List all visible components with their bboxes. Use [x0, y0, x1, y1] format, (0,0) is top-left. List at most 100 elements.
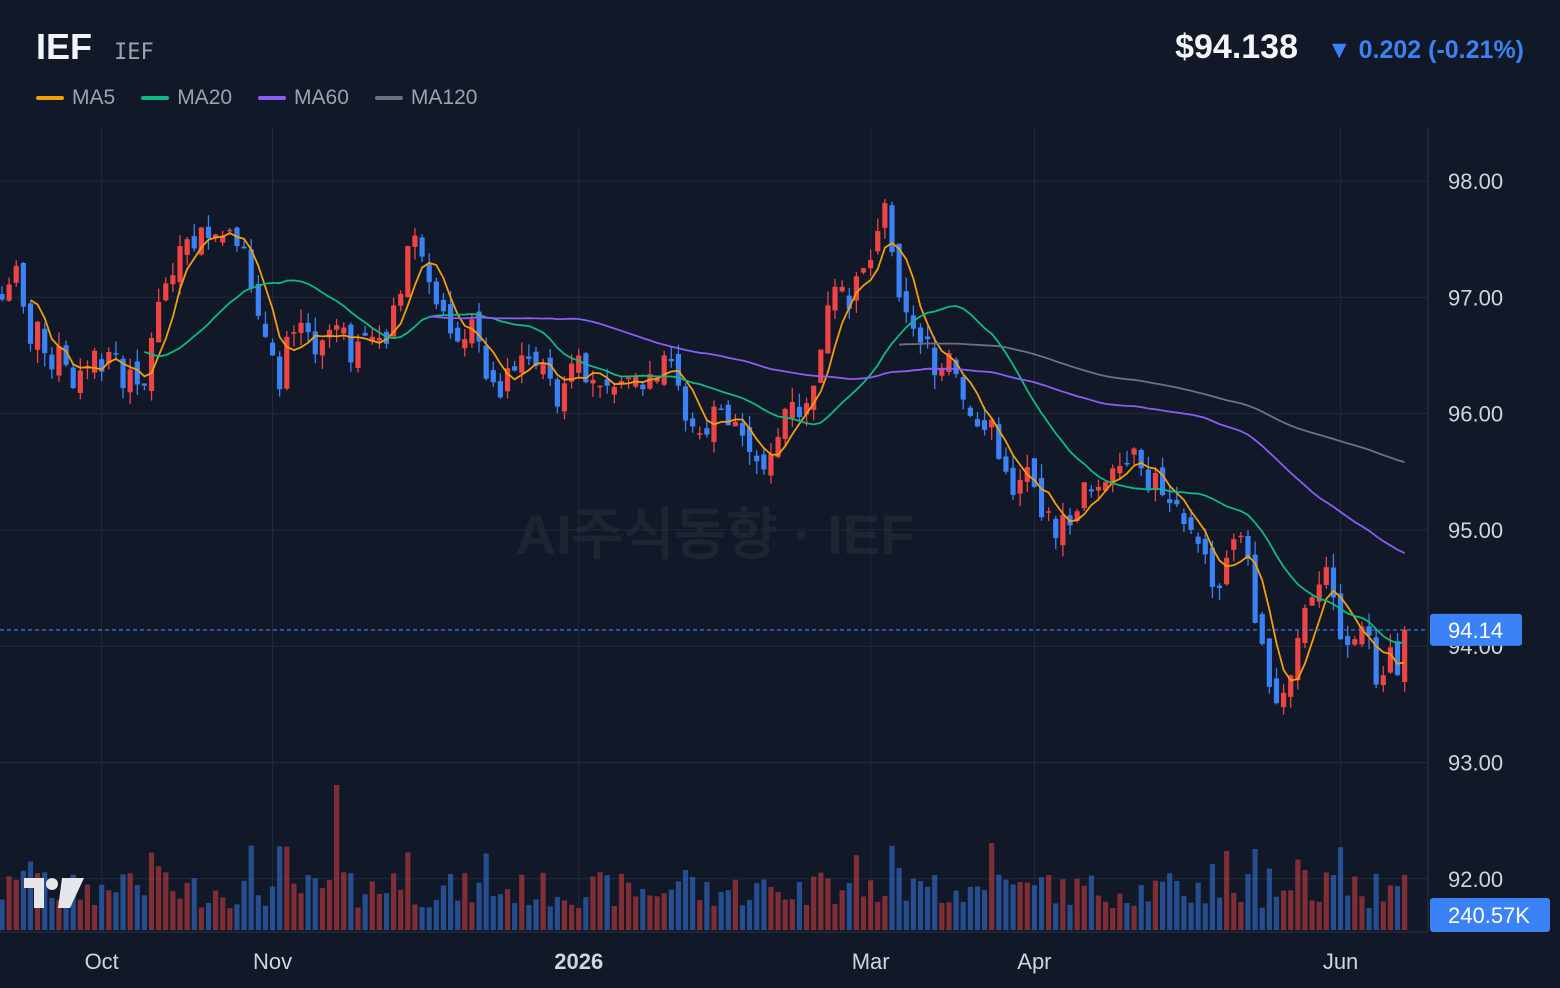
volume-bar: [91, 904, 98, 930]
volume-bar: [106, 890, 112, 930]
candle-body: [682, 386, 689, 421]
volume-bar: [305, 875, 311, 930]
volume-bar: [1195, 882, 1201, 930]
candle-body: [70, 367, 76, 389]
candle-body: [1010, 467, 1016, 496]
moving-average-lines: [0, 232, 1428, 682]
time-axis: Oct Nov 2026 Mar Apr Jun: [85, 949, 1359, 974]
volume-bar: [319, 888, 325, 930]
volume-bar: [818, 872, 824, 930]
volume-bar: [1337, 847, 1344, 930]
candle-body: [106, 351, 112, 364]
candle-body: [754, 455, 760, 462]
legend-ma120-label: MA120: [410, 86, 478, 109]
volume-bar: [747, 899, 753, 930]
candle-body: [846, 295, 852, 309]
legend-ma60[interactable]: MA60: [258, 86, 349, 110]
candle-body: [305, 322, 311, 333]
volume-bar: [661, 893, 667, 930]
volume-bar: [561, 900, 568, 930]
volume-bar: [633, 896, 639, 930]
candle-body: [597, 385, 603, 388]
volume-bar: [974, 886, 981, 930]
candle-body: [220, 235, 226, 243]
legend-ma120-swatch: [374, 96, 403, 100]
candle-body: [1238, 535, 1244, 538]
candle-body: [27, 303, 34, 344]
volume-bar: [412, 904, 418, 930]
time-tick-label: Mar: [852, 949, 890, 974]
volume-bar: [519, 874, 525, 930]
candle-body: [134, 361, 140, 385]
price-tick-label: 95.00: [1448, 518, 1503, 543]
price-tick-label: 93.00: [1448, 751, 1503, 776]
candle-body: [739, 423, 746, 436]
candle-body: [1195, 536, 1201, 544]
volume-bar: [1224, 851, 1230, 930]
volume-bar: [6, 876, 12, 930]
current-price: $94.138: [1175, 28, 1298, 66]
volume-bar: [334, 785, 340, 930]
volume-bar: [455, 900, 461, 930]
candle-body: [326, 329, 333, 338]
volume-bar: [868, 880, 874, 930]
candle-body: [455, 327, 461, 342]
volume-bar: [27, 861, 34, 930]
volume-bar: [761, 879, 767, 930]
volume-bar: [1231, 892, 1237, 930]
candle-body: [761, 454, 767, 470]
volume-bar: [20, 870, 26, 930]
candle-body: [341, 327, 347, 334]
price-tags: 94.14 240.57K: [1430, 613, 1550, 932]
candle-body: [1202, 538, 1208, 555]
candle-body: [99, 359, 105, 372]
candle-body: [391, 305, 397, 337]
volume-bar: [1159, 881, 1166, 930]
volume-bar: [1110, 908, 1116, 930]
volume-bar: [1046, 874, 1052, 930]
candle-body: [576, 355, 582, 373]
legend-ma5[interactable]: MA5: [36, 86, 115, 110]
volume-bar: [768, 886, 774, 930]
volume-bar: [56, 899, 62, 930]
volume-bar: [1188, 902, 1194, 930]
volume-bar: [405, 852, 411, 930]
candle-body: [811, 385, 817, 410]
volume-bar: [1138, 884, 1144, 930]
candle-body: [1288, 675, 1294, 697]
volume-bar: [1167, 873, 1173, 930]
volume-bar: [932, 875, 938, 930]
candle-body: [141, 383, 147, 386]
volume-bar: [1387, 885, 1393, 930]
volume-bar: [675, 881, 681, 930]
candle-body: [148, 338, 155, 391]
volume-bar: [184, 882, 190, 930]
candle-body: [1060, 514, 1066, 546]
candle-body: [255, 283, 261, 316]
candle-body: [277, 356, 283, 390]
volume-bar: [1017, 882, 1023, 930]
candle-body: [398, 293, 404, 306]
candle-body: [547, 357, 553, 379]
volume-bar: [1152, 880, 1159, 930]
candle-body: [1145, 469, 1151, 491]
candle-body: [1124, 463, 1130, 465]
legend-ma20-swatch: [141, 96, 170, 100]
candle-body: [20, 262, 26, 307]
volume-bar: [462, 873, 468, 930]
candle-body: [1167, 499, 1173, 504]
candle-body: [803, 403, 810, 415]
candle-body: [6, 284, 12, 301]
legend-ma20[interactable]: MA20: [141, 86, 232, 110]
price-tag-label: 94.14: [1448, 618, 1503, 643]
volume-bar: [611, 905, 617, 930]
volume-bar: [42, 872, 48, 930]
volume-bar: [1352, 876, 1358, 930]
candle-body: [262, 323, 269, 337]
candle-body: [782, 408, 788, 440]
legend-ma120[interactable]: MA120: [374, 86, 478, 110]
candle-body: [1131, 448, 1137, 455]
candle-body: [889, 205, 895, 252]
